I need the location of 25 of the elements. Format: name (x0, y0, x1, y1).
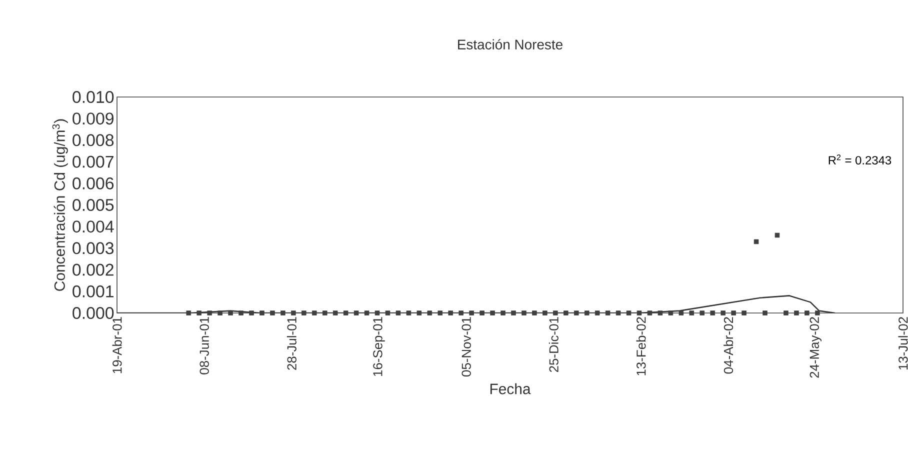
y-tick-label: 0.002 (72, 264, 114, 276)
y-tick-label: 0.004 (72, 220, 114, 233)
x-tick-label: 05-Nov-01 (462, 317, 471, 376)
x-tick-label: 08-Jun-01 (200, 317, 209, 374)
y-tick-label: 0.008 (72, 134, 114, 146)
y-tick-label: 0.007 (72, 156, 114, 168)
y-tick-label: 0.006 (72, 177, 114, 190)
y-tick-label: 0.010 (72, 90, 114, 103)
x-tick-label: 19-Abr-01 (112, 317, 122, 374)
chart-title: Estación Noreste (458, 39, 562, 50)
x-tick-label: 16-Sep-01 (373, 317, 385, 376)
annotation: R$^{2}$ = 0.2343 (828, 154, 892, 165)
y-tick-label: 0.000 (72, 306, 114, 319)
x-axis-title: Fecha (490, 383, 531, 394)
y-tick-label: 0.001 (72, 285, 114, 298)
x-tick-label: 25-Dic-01 (548, 317, 558, 372)
x-tick-label: 28-Jul-01 (286, 317, 296, 370)
x-tick-label: 13-Jul-02 (898, 317, 908, 370)
y-axis-title: Concentración Cd (ug/m$^{3}$) (52, 119, 68, 291)
x-tick-label: 04-Abr-02 (724, 317, 734, 374)
y-tick-label: 0.003 (72, 242, 114, 254)
y-tick-label: 0.009 (72, 112, 114, 125)
y-tick-label: 0.005 (72, 198, 114, 211)
x-tick-label: 24-May-02 (810, 317, 822, 378)
x-tick-label: 13-Feb-02 (636, 317, 646, 376)
